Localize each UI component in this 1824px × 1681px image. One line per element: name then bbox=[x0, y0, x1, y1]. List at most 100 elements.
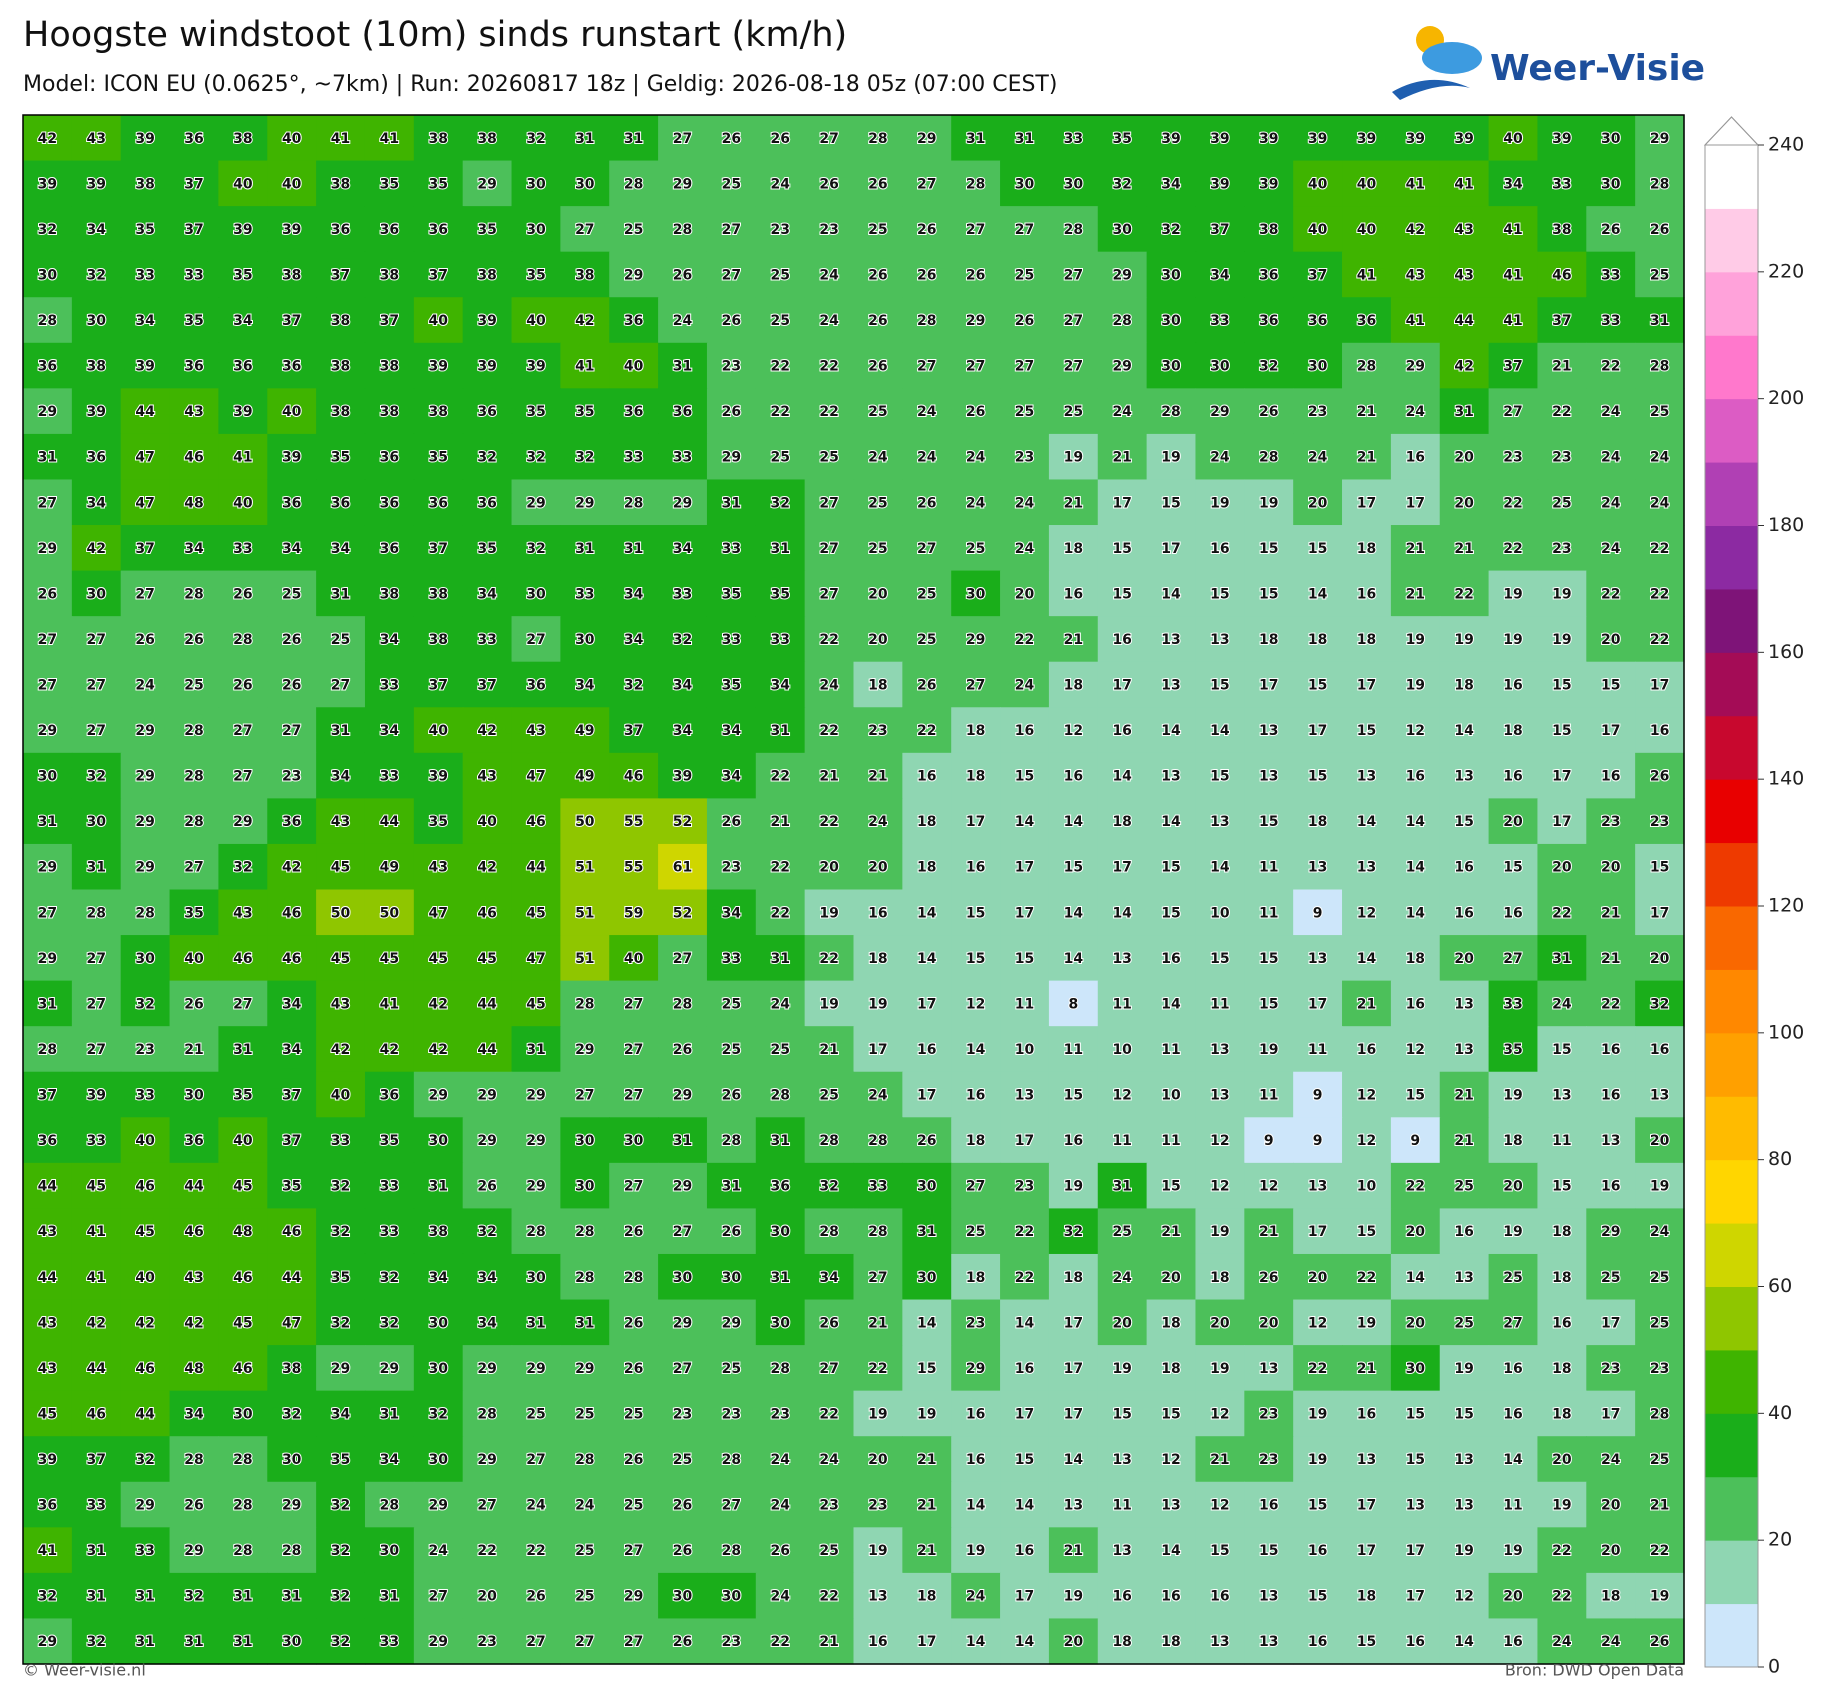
wind-cell bbox=[1244, 935, 1294, 982]
wind-cell bbox=[511, 433, 561, 481]
wind-cell bbox=[23, 1527, 73, 1574]
wind-cell bbox=[1244, 707, 1294, 754]
wind-value: 26 bbox=[868, 359, 887, 375]
wind-value: 42 bbox=[282, 860, 301, 876]
wind-value: 14 bbox=[1112, 905, 1132, 921]
wind-cell bbox=[316, 1527, 366, 1574]
wind-cell bbox=[1195, 1299, 1245, 1346]
wind-cell bbox=[755, 1253, 806, 1301]
wind-value: 20 bbox=[1112, 1315, 1132, 1331]
wind-value: 42 bbox=[477, 860, 496, 876]
wind-cell bbox=[951, 1253, 1001, 1301]
wind-value: 30 bbox=[1601, 131, 1621, 147]
wind-value: 34 bbox=[184, 1406, 204, 1422]
wind-cell bbox=[462, 1026, 513, 1073]
wind-cell bbox=[462, 1208, 513, 1255]
wind-value: 15 bbox=[1112, 541, 1131, 557]
wind-value: 25 bbox=[770, 1042, 789, 1058]
wind-value: 15 bbox=[966, 905, 985, 921]
wind-cell bbox=[413, 843, 464, 891]
wind-cell bbox=[462, 1299, 513, 1346]
wind-cell bbox=[364, 160, 415, 207]
wind-cell bbox=[853, 1299, 903, 1346]
wind-cell bbox=[1000, 525, 1050, 572]
wind-value: 15 bbox=[1259, 541, 1278, 557]
wind-cell bbox=[1439, 342, 1490, 389]
wind-cell bbox=[413, 1436, 464, 1483]
wind-value: 22 bbox=[819, 951, 838, 967]
wind-value: 34 bbox=[1210, 267, 1230, 283]
wind-cell bbox=[951, 1208, 1001, 1255]
wind-cell bbox=[169, 1345, 220, 1392]
wind-value: 27 bbox=[87, 677, 106, 693]
wind-value: 32 bbox=[380, 1270, 399, 1286]
wind-cell bbox=[1488, 1572, 1539, 1620]
wind-value: 25 bbox=[1454, 1315, 1473, 1331]
wind-value: 29 bbox=[966, 313, 985, 329]
wind-cell bbox=[511, 661, 561, 708]
wind-cell bbox=[902, 342, 952, 389]
wind-value: 17 bbox=[1601, 1406, 1620, 1422]
wind-value: 31 bbox=[770, 1133, 789, 1149]
wind-value: 18 bbox=[1112, 1634, 1131, 1650]
wind-value: 29 bbox=[1112, 267, 1131, 283]
wind-value: 19 bbox=[868, 1543, 887, 1559]
wind-value: 33 bbox=[380, 1634, 399, 1650]
wind-cell bbox=[71, 1071, 122, 1118]
wind-value: 37 bbox=[429, 677, 448, 693]
wind-value: 32 bbox=[38, 1589, 57, 1605]
wind-cell bbox=[120, 160, 171, 207]
wind-cell bbox=[853, 1253, 903, 1301]
wind-cell bbox=[1097, 1208, 1148, 1255]
wind-value: 43 bbox=[526, 723, 545, 739]
wind-value: 31 bbox=[1650, 313, 1669, 329]
wind-cell bbox=[1439, 752, 1490, 799]
wind-value: 38 bbox=[331, 313, 350, 329]
wind-value: 38 bbox=[380, 359, 399, 375]
wind-cell bbox=[1342, 1117, 1392, 1164]
wind-cell bbox=[1586, 388, 1636, 435]
wind-cell bbox=[413, 980, 464, 1027]
wind-cell bbox=[23, 1026, 73, 1073]
wind-cell bbox=[1097, 1481, 1148, 1528]
wind-value: 36 bbox=[184, 359, 203, 375]
wind-value: 38 bbox=[380, 404, 399, 420]
wind-value: 17 bbox=[1161, 541, 1180, 557]
wind-value: 37 bbox=[1308, 267, 1327, 283]
wind-cell bbox=[1000, 1299, 1050, 1346]
wind-value: 20 bbox=[1503, 814, 1523, 830]
wind-cell bbox=[560, 1436, 610, 1483]
wind-cell bbox=[1244, 843, 1294, 891]
wind-value: 37 bbox=[429, 541, 448, 557]
wind-cell bbox=[902, 297, 952, 344]
wind-cell bbox=[1000, 570, 1050, 617]
wind-cell bbox=[1390, 160, 1441, 207]
wind-value: 16 bbox=[1161, 1589, 1180, 1605]
wind-value: 40 bbox=[331, 1088, 351, 1104]
wind-value: 13 bbox=[1259, 723, 1278, 739]
wind-value: 17 bbox=[1259, 677, 1278, 693]
wind-value: 13 bbox=[1454, 996, 1473, 1012]
wind-value: 29 bbox=[1210, 404, 1229, 420]
wind-cell bbox=[1586, 1253, 1636, 1301]
wind-cell bbox=[1244, 1162, 1294, 1210]
wind-value: 38 bbox=[1259, 222, 1278, 238]
wind-value: 30 bbox=[1161, 313, 1181, 329]
wind-cell bbox=[1586, 570, 1636, 617]
wind-value: 19 bbox=[1210, 1361, 1229, 1377]
wind-cell bbox=[902, 1299, 952, 1346]
wind-cell bbox=[658, 479, 708, 526]
wind-value: 45 bbox=[429, 951, 448, 967]
wind-value: 27 bbox=[624, 1088, 643, 1104]
wind-cell bbox=[1586, 297, 1636, 344]
wind-value: 29 bbox=[233, 814, 252, 830]
wind-cell bbox=[316, 661, 366, 708]
wind-cell bbox=[120, 1390, 171, 1437]
wind-cell bbox=[1000, 1345, 1050, 1392]
wind-cell bbox=[1000, 1162, 1050, 1210]
wind-value: 38 bbox=[331, 359, 350, 375]
wind-value: 17 bbox=[917, 1088, 936, 1104]
wind-cell bbox=[462, 661, 513, 708]
wind-value: 15 bbox=[1210, 677, 1229, 693]
wind-value: 36 bbox=[282, 495, 301, 511]
